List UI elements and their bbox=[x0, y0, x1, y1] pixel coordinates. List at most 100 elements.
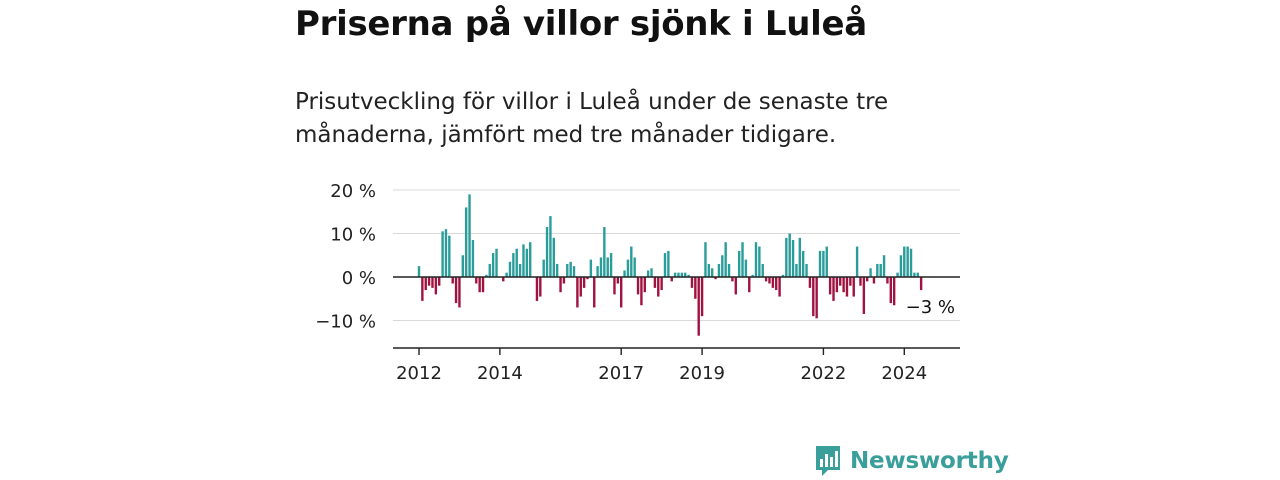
bar bbox=[431, 277, 434, 288]
x-tick-label: 2014 bbox=[477, 363, 523, 384]
bar bbox=[653, 277, 657, 288]
bar bbox=[913, 272, 916, 277]
bar bbox=[478, 277, 481, 293]
x-tick-label: 2022 bbox=[800, 363, 846, 384]
brand-name: Newsworthy bbox=[850, 448, 1009, 474]
bar bbox=[421, 277, 424, 301]
bar bbox=[734, 277, 737, 295]
bar bbox=[586, 277, 589, 280]
bar bbox=[684, 272, 687, 277]
bar bbox=[485, 274, 488, 277]
bar bbox=[845, 277, 849, 297]
bar bbox=[636, 277, 640, 295]
bar bbox=[919, 277, 923, 291]
bar bbox=[879, 263, 882, 277]
bar bbox=[835, 277, 839, 293]
bar bbox=[748, 277, 751, 293]
bar bbox=[552, 237, 555, 277]
bar bbox=[815, 277, 818, 319]
bar bbox=[855, 246, 859, 277]
y-axis-labels: 20 % 10 % 0 % −10 % bbox=[315, 181, 376, 333]
bar bbox=[916, 272, 919, 277]
bar bbox=[785, 237, 788, 277]
bar bbox=[805, 263, 808, 277]
bar bbox=[677, 272, 680, 277]
bar bbox=[542, 259, 545, 277]
bar bbox=[775, 277, 778, 291]
bar bbox=[495, 248, 498, 277]
bar bbox=[626, 259, 630, 277]
y-tick-label: 20 % bbox=[330, 181, 376, 202]
bar bbox=[697, 277, 700, 336]
bar bbox=[906, 246, 909, 277]
bar bbox=[737, 250, 741, 277]
bar bbox=[529, 242, 532, 277]
bar bbox=[889, 277, 892, 304]
bar bbox=[876, 263, 879, 277]
bar bbox=[646, 270, 650, 277]
bar bbox=[525, 248, 529, 277]
bar bbox=[886, 277, 889, 284]
bars bbox=[417, 194, 923, 336]
chart-subtitle: Prisutveckling för villor i Luleå under … bbox=[295, 89, 889, 148]
bar bbox=[569, 261, 572, 277]
bar bbox=[744, 259, 748, 277]
bar bbox=[593, 277, 596, 308]
bar bbox=[657, 277, 660, 297]
bar bbox=[727, 263, 731, 277]
bar bbox=[866, 277, 869, 282]
bar bbox=[438, 277, 441, 286]
bar bbox=[663, 253, 667, 277]
bar bbox=[609, 253, 613, 277]
bar bbox=[640, 277, 643, 306]
bar bbox=[761, 263, 764, 277]
bar bbox=[825, 246, 828, 277]
bar bbox=[508, 261, 512, 277]
x-tick-label: 2017 bbox=[598, 363, 644, 384]
bar bbox=[468, 194, 471, 277]
bar bbox=[670, 277, 673, 282]
bar bbox=[481, 277, 485, 293]
bar bbox=[576, 277, 579, 308]
bar bbox=[451, 277, 454, 284]
y-tick-label: 0 % bbox=[342, 268, 376, 289]
bar bbox=[781, 274, 785, 277]
bar bbox=[599, 257, 603, 277]
bar bbox=[458, 277, 461, 308]
bar bbox=[603, 226, 606, 277]
bar bbox=[522, 244, 525, 278]
bar bbox=[768, 277, 771, 284]
bar-chart-speech-bubble-icon bbox=[816, 446, 840, 476]
bar bbox=[852, 277, 855, 297]
bar bbox=[707, 263, 711, 277]
bar bbox=[771, 277, 775, 288]
bar bbox=[818, 250, 822, 277]
bar bbox=[872, 277, 876, 284]
grid-lines bbox=[393, 189, 960, 321]
bar bbox=[549, 216, 552, 277]
bar bbox=[788, 233, 791, 277]
bar bbox=[680, 272, 684, 277]
bar bbox=[539, 277, 542, 297]
bar bbox=[778, 277, 781, 297]
bar bbox=[849, 277, 852, 286]
bar bbox=[808, 277, 812, 288]
bar bbox=[801, 250, 805, 277]
bar bbox=[475, 277, 478, 284]
last-value-label: −3 % bbox=[906, 297, 955, 318]
bar bbox=[704, 242, 707, 277]
bar bbox=[427, 277, 431, 286]
bar bbox=[690, 277, 694, 288]
bar bbox=[903, 246, 906, 277]
bar bbox=[667, 250, 670, 277]
y-tick-label: −10 % bbox=[315, 312, 376, 333]
bar bbox=[417, 266, 421, 278]
bar bbox=[620, 277, 623, 308]
bar bbox=[515, 248, 518, 277]
x-tick-label: 2019 bbox=[679, 363, 725, 384]
bar bbox=[535, 277, 539, 301]
bar bbox=[731, 277, 734, 282]
bar bbox=[434, 277, 438, 295]
bar bbox=[545, 226, 549, 277]
